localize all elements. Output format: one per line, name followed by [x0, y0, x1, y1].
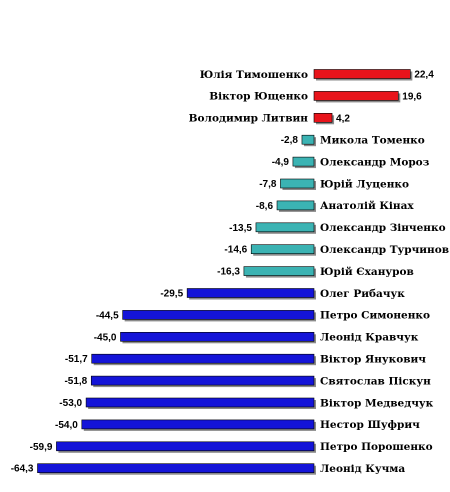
bar — [243, 266, 315, 276]
data-label: -64,3 — [11, 464, 34, 475]
category-label: Микола Томенко — [320, 135, 425, 147]
category-label: Леонід Кучма — [320, 463, 405, 475]
data-label: -51,7 — [65, 354, 88, 365]
data-label: -16,3 — [217, 267, 240, 278]
data-label: -45,0 — [94, 332, 117, 343]
bar — [313, 69, 411, 79]
category-label: Олександр Турчинов — [320, 244, 449, 256]
data-label: -2,8 — [281, 135, 299, 146]
bar — [37, 463, 315, 474]
data-label: -51,8 — [64, 376, 87, 387]
bar — [313, 113, 333, 123]
bar — [85, 397, 315, 408]
bar — [292, 156, 315, 167]
bar — [276, 200, 315, 211]
data-label: 4,2 — [336, 113, 350, 124]
bar — [91, 353, 315, 364]
data-label: -44,5 — [96, 310, 119, 321]
category-label: Петро Порошенко — [320, 441, 433, 453]
data-label: 22,4 — [414, 70, 434, 81]
bar — [301, 134, 315, 145]
data-label: -59,9 — [30, 442, 53, 453]
data-label: -53,0 — [59, 398, 82, 409]
category-label: Олександр Мороз — [320, 156, 430, 168]
category-label: Юрій Єхануров — [320, 266, 414, 278]
data-label: -8,6 — [256, 201, 274, 212]
category-label: Віктор Медведчук — [320, 397, 434, 409]
category-label: Володимир Литвин — [189, 113, 309, 125]
bar — [250, 244, 315, 254]
bar — [186, 288, 315, 298]
bar — [313, 91, 399, 101]
bar — [280, 178, 315, 189]
bar — [255, 222, 315, 233]
category-label: Олександр Зінченко — [320, 222, 446, 234]
category-label: Петро Симоненко — [320, 310, 430, 322]
bar — [81, 419, 315, 430]
category-label: Святослав Піскун — [320, 375, 431, 387]
category-label: Олег Рибачук — [320, 288, 405, 300]
bar — [90, 375, 315, 386]
data-label: -13,5 — [229, 223, 252, 234]
data-label: -7,8 — [259, 179, 277, 190]
data-label: -14,6 — [224, 245, 247, 256]
category-label: Леонід Кравчук — [320, 332, 419, 344]
bar — [122, 310, 315, 320]
category-label: Юлія Тимошенко — [200, 69, 308, 81]
data-label: 19,6 — [402, 91, 422, 102]
bar — [56, 441, 315, 452]
data-label: -54,0 — [55, 420, 78, 431]
data-label: -4,9 — [272, 157, 290, 168]
category-label: Віктор Янукович — [320, 354, 426, 366]
category-label: Анатолій Кінах — [320, 200, 414, 212]
category-label: Юрій Луценко — [320, 178, 409, 190]
data-label: -29,5 — [160, 289, 183, 300]
category-label: Нестор Шуфрич — [320, 419, 420, 431]
category-label: Віктор Ющенко — [209, 91, 308, 103]
bar — [120, 331, 315, 342]
